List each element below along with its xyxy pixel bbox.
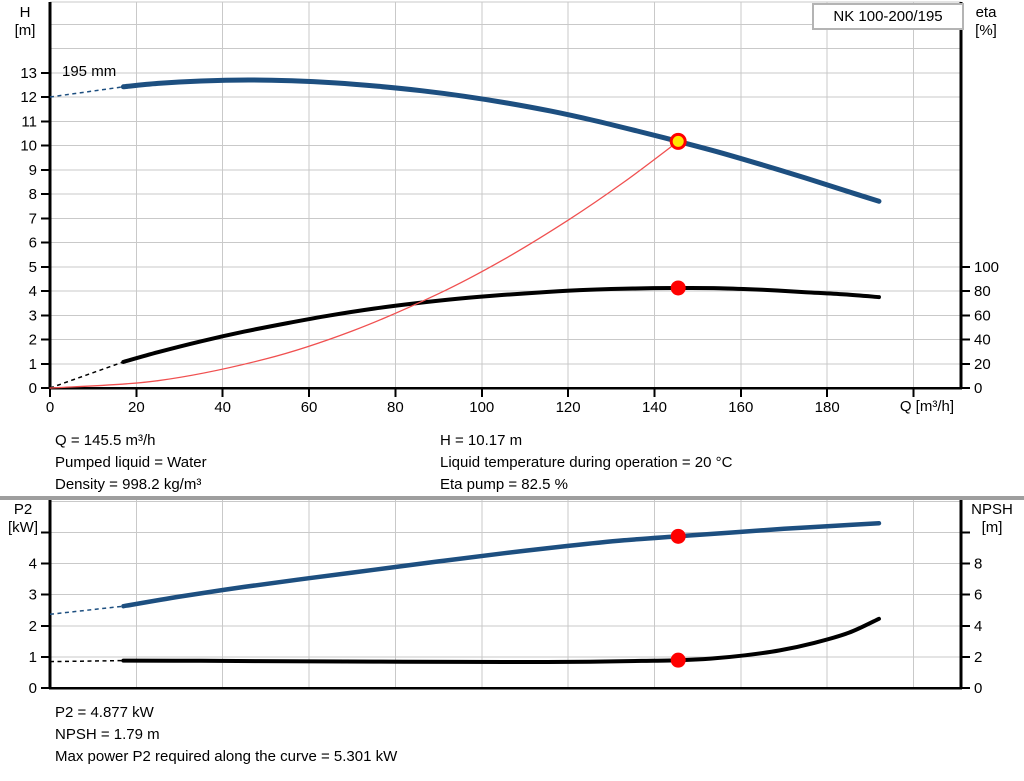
svg-text:60: 60 xyxy=(301,399,318,416)
head-efficiency-chart-gridlines xyxy=(50,1,961,388)
h-axis-title-line1: H xyxy=(19,4,31,21)
p2-curve-dashed-lead xyxy=(49,605,124,616)
svg-text:4: 4 xyxy=(29,283,37,300)
annotation-npsh: NPSH = 1.79 m xyxy=(55,726,160,743)
svg-text:180: 180 xyxy=(815,399,840,416)
npsh-curve xyxy=(121,616,881,665)
svg-text:2: 2 xyxy=(974,649,982,666)
annotation-p2: P2 = 4.877 kW xyxy=(55,704,154,721)
pump-model-label: NK 100-200/195 xyxy=(833,8,943,25)
svg-text:1: 1 xyxy=(29,649,37,666)
svg-text:60: 60 xyxy=(974,307,991,324)
svg-text:8: 8 xyxy=(974,556,982,573)
svg-text:0: 0 xyxy=(974,380,982,397)
duty-point-p2 xyxy=(670,528,686,544)
svg-text:6: 6 xyxy=(29,235,37,252)
section-separator xyxy=(0,496,1024,500)
svg-text:10: 10 xyxy=(20,138,37,155)
svg-text:0: 0 xyxy=(29,680,37,697)
duty-point-npsh xyxy=(670,652,686,668)
svg-text:20: 20 xyxy=(974,356,991,373)
svg-text:7: 7 xyxy=(29,210,37,227)
svg-text:80: 80 xyxy=(974,283,991,300)
head-curve-195mm-dashed-lead xyxy=(49,86,124,98)
npsh-axis-title-line1: NPSH xyxy=(971,501,1013,518)
annotation-temperature: Liquid temperature during operation = 20… xyxy=(440,454,733,471)
p2-axis-title-line2: [kW] xyxy=(8,519,38,536)
npsh-axis-title-line2: [m] xyxy=(981,519,1003,536)
annotation-pumped-liquid: Pumped liquid = Water xyxy=(55,454,207,471)
duty-point-head xyxy=(669,132,687,150)
svg-text:1: 1 xyxy=(29,356,37,373)
pump-model-box: NK 100-200/195 xyxy=(812,3,964,30)
svg-text:2: 2 xyxy=(29,332,37,349)
svg-text:8: 8 xyxy=(29,186,37,203)
svg-text:0: 0 xyxy=(46,399,54,416)
p2-npsh-chart-gridlines xyxy=(50,500,961,688)
eta-axis-title-line2: [%] xyxy=(975,22,997,39)
eta-axis-title: eta [%] xyxy=(966,4,1006,40)
head-efficiency-chart-axes xyxy=(48,2,963,390)
npsh-axis-title: NPSH [m] xyxy=(964,501,1020,537)
svg-text:40: 40 xyxy=(974,332,991,349)
head-curve-195mm xyxy=(120,77,882,204)
p2-axis-title-line1: P2 xyxy=(13,501,33,518)
duty-point-eta xyxy=(670,280,686,296)
q-axis-label: Q [m³/h] xyxy=(899,398,954,415)
svg-text:160: 160 xyxy=(728,399,753,416)
svg-text:100: 100 xyxy=(469,399,494,416)
svg-text:4: 4 xyxy=(974,618,982,635)
svg-text:120: 120 xyxy=(556,399,581,416)
annotation-eta-pump: Eta pump = 82.5 % xyxy=(440,476,568,493)
system-curve xyxy=(49,140,679,389)
eta-axis-title-line1: eta xyxy=(975,4,997,21)
h-axis-title: H [m] xyxy=(6,4,44,40)
svg-text:9: 9 xyxy=(29,162,37,179)
duty-annotation-left: Q = 145.5 m³/h Pumped liquid = Water Den… xyxy=(55,430,207,496)
svg-text:4: 4 xyxy=(29,556,37,573)
svg-text:13: 13 xyxy=(20,65,37,82)
svg-text:5: 5 xyxy=(29,259,37,276)
duty-annotation-right: H = 10.17 m Liquid temperature during op… xyxy=(440,430,732,496)
annotation-h: H = 10.17 m xyxy=(440,432,523,449)
efficiency-curve-dashed-lead xyxy=(49,361,124,389)
svg-text:20: 20 xyxy=(128,399,145,416)
h-axis-title-line2: [m] xyxy=(14,22,36,39)
efficiency-curve xyxy=(121,285,881,364)
svg-text:2: 2 xyxy=(29,618,37,635)
impeller-diameter-label: 195 mm xyxy=(62,63,117,80)
svg-text:80: 80 xyxy=(387,399,404,416)
svg-text:140: 140 xyxy=(642,399,667,416)
svg-text:6: 6 xyxy=(974,587,982,604)
p2-npsh-chart: 0 1 2 3 4 0 2 4 6 8 xyxy=(29,500,982,697)
result-annotation: P2 = 4.877 kW NPSH = 1.79 m Max power P2… xyxy=(55,702,397,768)
svg-text:3: 3 xyxy=(29,307,37,324)
svg-text:3: 3 xyxy=(29,587,37,604)
annotation-density: Density = 998.2 kg/m³ xyxy=(55,476,202,493)
p2-axis-title: P2 [kW] xyxy=(2,501,44,537)
annotation-max-power: Max power P2 required along the curve = … xyxy=(55,748,398,765)
svg-text:12: 12 xyxy=(20,89,37,106)
npsh-curve-dashed-lead xyxy=(49,659,124,663)
svg-text:40: 40 xyxy=(214,399,231,416)
svg-text:11: 11 xyxy=(21,113,37,130)
p2-npsh-chart-tick-labels: 0 1 2 3 4 0 2 4 6 8 xyxy=(29,531,982,697)
svg-text:0: 0 xyxy=(974,680,982,697)
annotation-q: Q = 145.5 m³/h xyxy=(55,432,156,449)
svg-text:100: 100 xyxy=(974,259,999,276)
svg-text:0: 0 xyxy=(29,380,37,397)
p2-curve xyxy=(121,520,882,609)
